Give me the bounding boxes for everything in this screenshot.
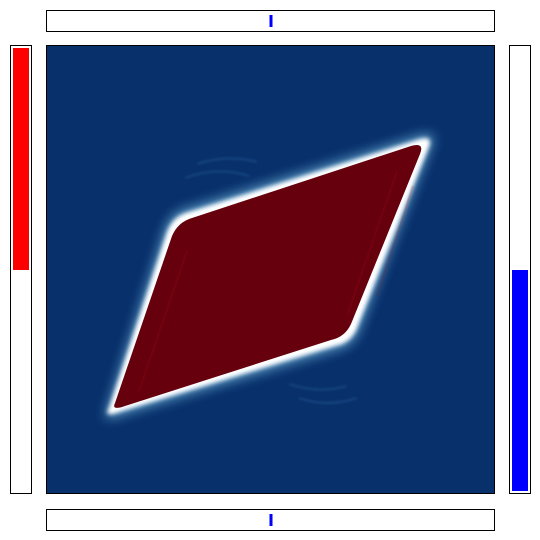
bottom-slider[interactable] xyxy=(46,509,495,531)
top-slider-handle[interactable] xyxy=(269,15,272,27)
left-level-fill xyxy=(13,48,29,270)
right-level-bar xyxy=(509,45,531,494)
top-slider[interactable] xyxy=(46,10,495,32)
shape-core xyxy=(114,145,422,408)
bottom-slider-handle[interactable] xyxy=(269,514,272,526)
right-level-fill xyxy=(512,269,528,491)
left-level-bar xyxy=(10,45,32,494)
field-canvas xyxy=(47,46,494,493)
ripple-traces xyxy=(184,157,358,404)
interior-streaks xyxy=(138,170,414,392)
field-plot[interactable] xyxy=(46,45,495,494)
